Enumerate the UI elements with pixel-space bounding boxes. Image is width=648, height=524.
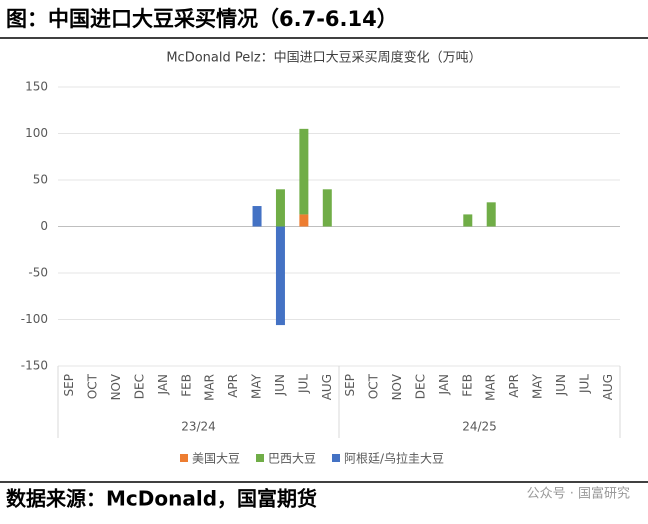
x-tick-label: SEP xyxy=(343,374,357,396)
x-tick-label: DEC xyxy=(132,374,146,399)
bar xyxy=(486,202,496,227)
x-tick-label: FEB xyxy=(460,374,474,397)
x-tick-label: AUG xyxy=(601,374,615,400)
x-tick-label: OCT xyxy=(367,373,381,399)
legend-swatch xyxy=(332,454,340,462)
y-tick-label: 0 xyxy=(40,219,48,233)
x-tick-label: APR xyxy=(507,374,521,398)
y-tick-label: 50 xyxy=(33,173,48,187)
page-title: 图：中国进口大豆采买情况（6.7-6.14） xyxy=(6,7,398,31)
y-tick-label: -50 xyxy=(28,266,48,280)
group-label: 23/24 xyxy=(181,420,216,434)
bar xyxy=(299,128,309,215)
x-tick-label: AUG xyxy=(320,374,334,400)
x-tick-label: JAN xyxy=(437,374,451,396)
x-tick-label: JUL xyxy=(577,374,591,394)
legend-label: 美国大豆 xyxy=(192,452,240,466)
x-tick-label: NOV xyxy=(390,373,404,400)
x-tick-label: DEC xyxy=(413,374,427,399)
x-tick-label: JAN xyxy=(156,374,170,396)
y-tick-label: 100 xyxy=(25,126,48,140)
x-tick-label: FEB xyxy=(179,374,193,397)
x-tick-label: MAR xyxy=(484,374,498,401)
x-tick-label: NOV xyxy=(109,373,123,400)
group-label: 24/25 xyxy=(462,420,497,434)
x-tick-label: MAY xyxy=(250,373,264,399)
legend-label: 阿根廷/乌拉圭大豆 xyxy=(344,451,444,466)
watermark: 公众号 · 国富研究 xyxy=(527,486,630,502)
legend-label: 巴西大豆 xyxy=(268,452,316,466)
legend-swatch xyxy=(256,454,264,462)
y-tick-label: 150 xyxy=(25,80,48,94)
bar xyxy=(275,226,285,326)
bar xyxy=(299,214,309,227)
x-tick-label: MAR xyxy=(203,374,217,401)
y-tick-label: -100 xyxy=(21,312,48,326)
x-tick-label: JUN xyxy=(554,374,568,396)
x-tick-label: JUN xyxy=(273,374,287,396)
y-tick-label: -150 xyxy=(21,359,48,373)
legend-swatch xyxy=(180,454,188,462)
x-tick-label: OCT xyxy=(86,373,100,399)
x-tick-label: JUL xyxy=(296,374,310,394)
x-tick-label: MAY xyxy=(531,373,545,399)
source: 数据来源：McDonald，国富期货 xyxy=(6,487,317,511)
bar xyxy=(275,189,285,227)
chart-title: McDonald Pelz：中国进口大豆采买周度变化（万吨） xyxy=(166,50,481,66)
bar xyxy=(252,206,262,227)
bar xyxy=(322,189,332,227)
x-tick-label: APR xyxy=(226,374,240,398)
bar xyxy=(463,214,473,227)
x-tick-label: SEP xyxy=(62,374,76,396)
